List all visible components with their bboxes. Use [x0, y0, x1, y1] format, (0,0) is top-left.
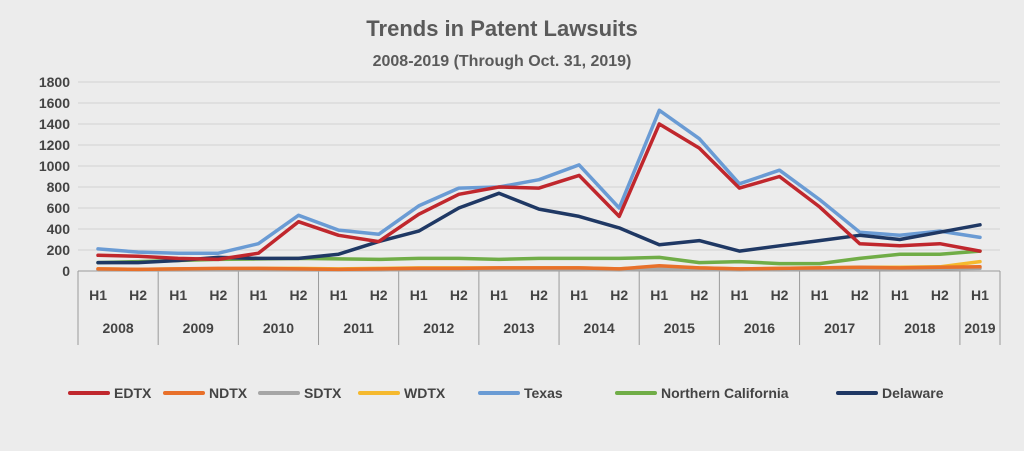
y-tick-label: 200: [47, 242, 71, 258]
chart-title: Trends in Patent Lawsuits: [366, 16, 637, 41]
x-tick-label: H1: [971, 287, 989, 303]
x-tick-label: H2: [931, 287, 949, 303]
x-tick-label: H2: [610, 287, 628, 303]
x-year-label: 2010: [263, 320, 294, 336]
x-tick-label: H1: [730, 287, 748, 303]
x-year-label: 2009: [183, 320, 214, 336]
x-tick-label: H1: [249, 287, 267, 303]
x-year-label: 2019: [964, 320, 995, 336]
x-tick-label: H1: [330, 287, 348, 303]
x-year-label: 2016: [744, 320, 775, 336]
y-axis: 0 200 400 600 800 1000 1200 1400 1600 1800: [39, 74, 70, 279]
x-tick-label: H2: [129, 287, 147, 303]
x-tick-label: H2: [771, 287, 789, 303]
x-year-label: 2018: [904, 320, 935, 336]
x-tick-label: H1: [490, 287, 508, 303]
x-year-label: 2012: [423, 320, 454, 336]
x-axis: H1 H2 H1 H2 H1 H2 H1 H2 H1 H2 H1 H2 H1 H2 H1 H2 H1 H2 H1 H2…: [77, 270, 1001, 345]
series-lines: [96, 108, 982, 272]
x-tick-label: H2: [209, 287, 227, 303]
chart-subtitle: 2008-2019 (Through Oct. 31, 2019): [373, 53, 632, 70]
x-year-label: 2014: [584, 320, 615, 336]
gridlines: [78, 81, 1000, 251]
x-tick-label: H2: [690, 287, 708, 303]
y-tick-label: 1800: [39, 74, 70, 90]
x-year-label: 2017: [824, 320, 855, 336]
y-tick-label: 800: [47, 179, 71, 195]
series-line-edtx: [96, 122, 982, 262]
y-tick-label: 600: [47, 200, 71, 216]
x-year-label: 2013: [503, 320, 534, 336]
y-tick-label: 1000: [39, 158, 70, 174]
x-tick-label: H2: [450, 287, 468, 303]
y-tick-label: 1200: [39, 137, 70, 153]
legend-label-northern-california: Northern California: [661, 385, 789, 401]
y-tick-label: 1600: [39, 95, 70, 111]
x-tick-label: H1: [570, 287, 588, 303]
x-year-label: 2008: [103, 320, 134, 336]
series-line-delaware: [96, 191, 982, 265]
x-tick-label: H1: [650, 287, 668, 303]
x-year-label: 2015: [664, 320, 695, 336]
x-tick-label: H2: [370, 287, 388, 303]
series-line-texas: [96, 108, 982, 255]
y-tick-label: 0: [62, 263, 70, 279]
x-tick-label: H1: [891, 287, 909, 303]
x-tick-label: H2: [530, 287, 548, 303]
y-tick-label: 1400: [39, 116, 70, 132]
legend-label-delaware: Delaware: [882, 385, 944, 401]
legend-label-edtx: EDTX: [114, 385, 152, 401]
x-tick-label: H1: [89, 287, 107, 303]
y-tick-label: 400: [47, 221, 71, 237]
x-year-label: 2011: [343, 320, 374, 336]
x-tick-label: H1: [410, 287, 428, 303]
legend-label-texas: Texas: [524, 385, 563, 401]
series-line-ndtx: [96, 264, 982, 272]
x-tick-label: H2: [290, 287, 308, 303]
legend-label-ndtx: NDTX: [209, 385, 248, 401]
x-tick-label: H1: [811, 287, 829, 303]
legend: EDTX NDTX SDTX WDTX Texas Northern California…: [68, 385, 944, 401]
x-tick-label: H2: [851, 287, 869, 303]
x-tick-label: H1: [169, 287, 187, 303]
legend-label-sdtx: SDTX: [304, 385, 342, 401]
legend-label-wdtx: WDTX: [404, 385, 446, 401]
